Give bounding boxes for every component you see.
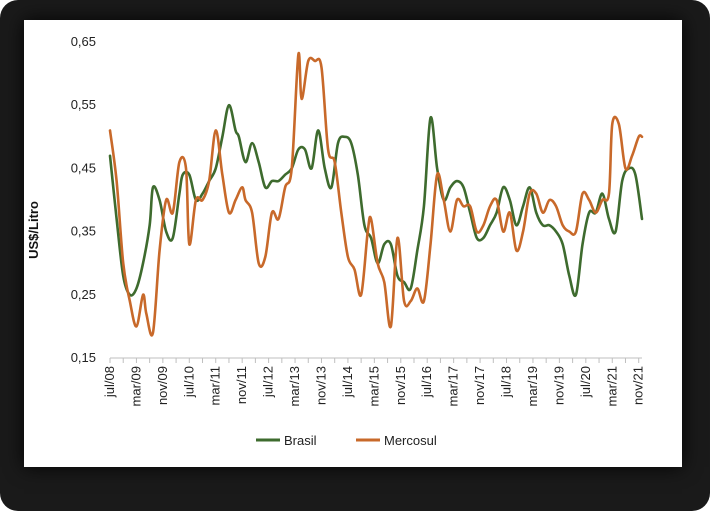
x-tick-label: mar/13: [287, 366, 302, 406]
legend-label: Mercosul: [384, 433, 437, 448]
y-axis: 0,15 0,25 0,35 0,45 0,55 0,65: [71, 34, 96, 365]
chart-card: 0,15 0,25 0,35 0,45 0,55 0,65 jul/08 mar/09 nov…: [24, 20, 682, 467]
x-tick-label: nov/19: [551, 366, 566, 405]
series-lines: [108, 51, 644, 337]
x-tick-label: mar/21: [604, 366, 619, 406]
x-tick-label: nov/17: [472, 366, 487, 405]
x-tick-label: jul/14: [340, 366, 355, 398]
x-tick-label: mar/15: [366, 366, 381, 406]
x-tick-label: nov/09: [155, 366, 170, 405]
x-tick-label: jul/16: [419, 366, 434, 398]
line-chart: 0,15 0,25 0,35 0,45 0,55 0,65 jul/08 mar/09 nov…: [26, 34, 646, 448]
x-tick-label: mar/11: [208, 366, 223, 406]
y-tick-label: 0,55: [71, 97, 96, 112]
y-tick-label: 0,45: [71, 160, 96, 175]
y-tick-label: 0,25: [71, 287, 96, 302]
x-tick-label: jul/12: [261, 366, 276, 398]
x-tick-label: nov/15: [393, 366, 408, 405]
x-tick-label: nov/13: [313, 366, 328, 405]
x-tick-label: jul/18: [499, 366, 514, 398]
series-line-mercosul: [108, 51, 644, 337]
y-tick-label: 0,35: [71, 224, 96, 239]
y-tick-label: 0,15: [71, 350, 96, 365]
x-tick-label: mar/19: [525, 366, 540, 406]
y-tick-label: 0,65: [71, 34, 96, 49]
x-tick-label: jul/08: [102, 366, 117, 398]
x-tick-label: mar/17: [446, 366, 461, 406]
legend-label: Brasil: [284, 433, 317, 448]
series-line-brasil: [108, 103, 644, 298]
x-tick-label: jul/10: [181, 366, 196, 398]
x-tick-label: jul/20: [578, 366, 593, 398]
x-axis: jul/08 mar/09 nov/09 jul/10 mar/11 nov/11 jul/…: [102, 357, 646, 406]
y-axis-title: US$/Litro: [26, 201, 41, 259]
legend: Brasil Mercosul: [256, 433, 437, 448]
x-tick-label: nov/11: [234, 366, 249, 404]
x-tick-label: mar/09: [128, 366, 143, 406]
x-tick-label: nov/21: [631, 366, 646, 405]
